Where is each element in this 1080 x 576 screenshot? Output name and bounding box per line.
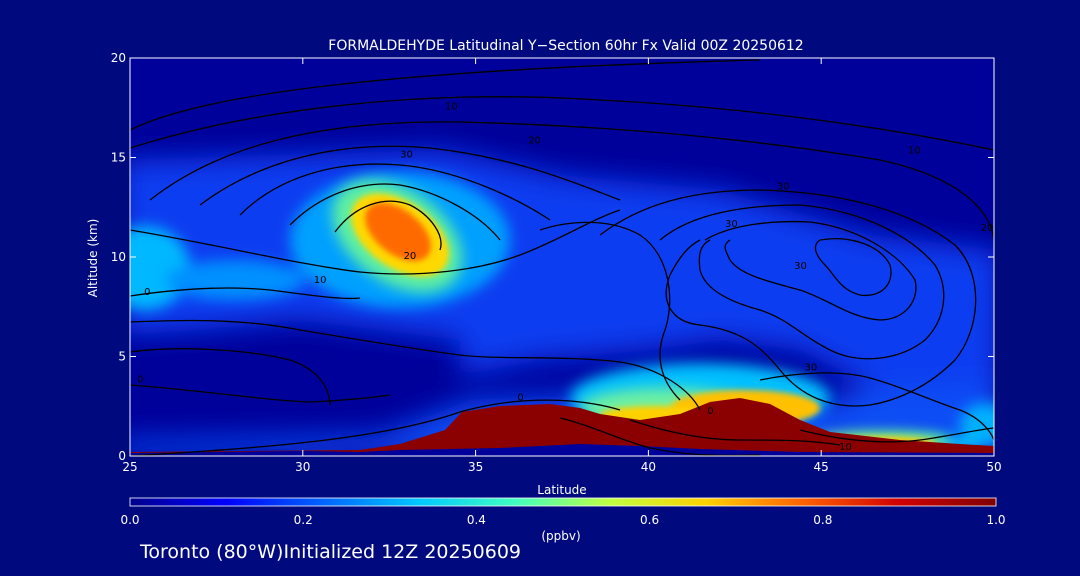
contour-label: 0	[517, 392, 523, 403]
colorbar-tick-label: 0.8	[813, 513, 832, 527]
contour-line	[599, 189, 977, 407]
field-ground-layer	[130, 444, 994, 456]
x-axis-label: Latitude	[537, 483, 586, 497]
contour-line	[814, 238, 892, 297]
contour-line	[130, 287, 361, 300]
x-tick-label: 50	[986, 460, 1001, 474]
contour-line	[289, 183, 501, 241]
contour-line	[539, 221, 681, 401]
colorbar-tick-label: 0.2	[294, 513, 313, 527]
contour-line	[759, 372, 994, 441]
contour-label: 30	[804, 362, 817, 373]
y-tick-label: 10	[111, 250, 126, 264]
x-tick-label: 40	[641, 460, 656, 474]
contour-line	[130, 319, 701, 411]
x-tick-label: 25	[122, 460, 137, 474]
contour-line	[130, 209, 621, 275]
concentration-field	[130, 58, 994, 456]
contour-line	[799, 427, 994, 443]
contour-label: 30	[725, 219, 738, 230]
contour-line	[130, 384, 391, 403]
contour-label: 10	[908, 146, 921, 157]
colorbar-tick-label: 0.0	[120, 513, 139, 527]
y-tick-label: 5	[118, 350, 126, 364]
contour-line	[130, 96, 994, 151]
contour-line	[149, 121, 994, 241]
field-layer-orange	[365, 202, 431, 262]
contour-line	[704, 220, 917, 321]
contour-line	[629, 419, 841, 446]
x-tick-label: 45	[814, 460, 829, 474]
contour-label: 20	[404, 251, 417, 262]
contour-label: 10	[314, 275, 327, 286]
contour-labels: 10 20 30 20 10 0 0 0 10 30 30 30 30 20 0 10	[137, 102, 993, 453]
y-tick-label: 15	[111, 151, 126, 165]
contour-line	[239, 163, 551, 221]
contour-line	[559, 417, 761, 456]
contour-line	[199, 145, 621, 206]
contour-label: 10	[445, 102, 458, 113]
y-tick-label: 0	[118, 449, 126, 463]
y-axis-label: Altitude (km)	[86, 219, 100, 298]
colorbar-tick-label: 1.0	[986, 513, 1005, 527]
contour-line	[334, 200, 442, 251]
colorbar-tick-label: 0.4	[467, 513, 486, 527]
contour-line	[659, 204, 945, 360]
contour-label: 30	[400, 150, 413, 161]
contour-line	[130, 59, 761, 131]
contour-line	[130, 348, 331, 406]
footer-location-init: Toronto (80°W)Initialized 12Z 20250609	[140, 541, 522, 563]
chart-title: FORMALDEHYDE Latitudinal Y−Section 60hr …	[328, 38, 803, 54]
colorbar-unit-label: (ppbv)	[541, 529, 580, 543]
x-axis-ticks: 25 30 35 40 45 50	[122, 58, 1002, 474]
colorbar	[129, 497, 997, 507]
x-tick-label: 30	[295, 460, 310, 474]
x-tick-label: 35	[468, 460, 483, 474]
contour-line	[130, 399, 621, 456]
contour-label: 0	[144, 287, 150, 298]
colorbar-ticks: 0.0 0.2 0.4 0.6 0.8 1.0	[120, 513, 1005, 527]
contour-label: 10	[839, 442, 852, 453]
contour-label: 0	[707, 406, 713, 417]
colorbar-tick-label: 0.6	[640, 513, 659, 527]
contour-label: 30	[794, 261, 807, 272]
contour-label: 30	[777, 181, 790, 192]
contour-lines	[130, 59, 994, 456]
contour-label: 20	[528, 136, 541, 147]
contour-label: 20	[981, 223, 994, 234]
y-tick-label: 20	[111, 51, 126, 65]
field-peak-plume	[130, 398, 994, 456]
contour-label: 0	[137, 374, 143, 385]
